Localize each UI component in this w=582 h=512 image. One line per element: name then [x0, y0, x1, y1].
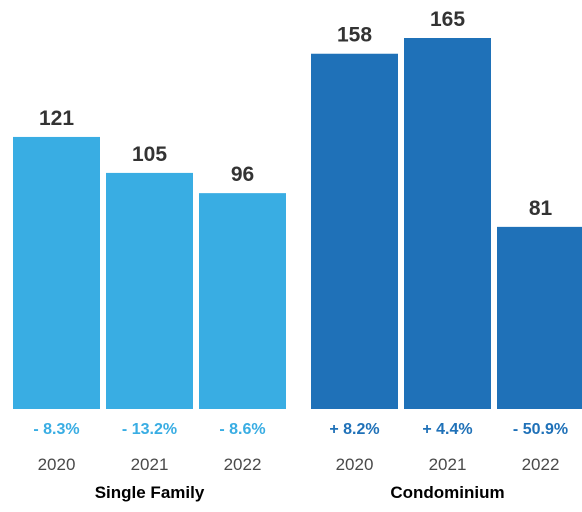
single-family-value-label-2020: 121: [39, 107, 74, 130]
condominium-bar-2021: [404, 38, 491, 409]
condominium-value-label-2022: 81: [529, 197, 553, 220]
single-family-group-label: Single Family: [95, 483, 205, 502]
single-family-value-label-2021: 105: [132, 143, 167, 166]
single-family-bar-2022: [199, 193, 286, 409]
condominium-group-label: Condominium: [390, 483, 504, 502]
condominium-year-tick-2022: 2022: [522, 455, 560, 474]
condominium-change-label-2021: + 4.4%: [422, 421, 472, 438]
condominium-year-tick-2021: 2021: [429, 455, 467, 474]
single-family-bar-2020: [13, 136, 100, 409]
single-family-change-label-2020: - 8.3%: [33, 421, 79, 438]
single-family-year-tick-2021: 2021: [131, 455, 169, 474]
condominium-change-label-2020: + 8.2%: [329, 421, 379, 438]
single-family-value-label-2022: 96: [231, 163, 254, 186]
condominium-year-tick-2020: 2020: [336, 455, 374, 474]
condominium-change-label-2022: - 50.9%: [513, 421, 568, 438]
single-family-change-label-2022: - 8.6%: [219, 421, 265, 438]
single-family-change-label-2021: - 13.2%: [122, 421, 177, 438]
condominium-bar-2020: [311, 53, 398, 410]
single-family-year-tick-2022: 2022: [224, 455, 262, 474]
condominium-value-label-2020: 158: [337, 24, 372, 47]
single-family-bar-2021: [106, 172, 193, 409]
condominium-bar-2022: [497, 226, 582, 409]
condominium-value-label-2021: 165: [430, 8, 465, 31]
single-family-year-tick-2020: 2020: [38, 455, 76, 474]
